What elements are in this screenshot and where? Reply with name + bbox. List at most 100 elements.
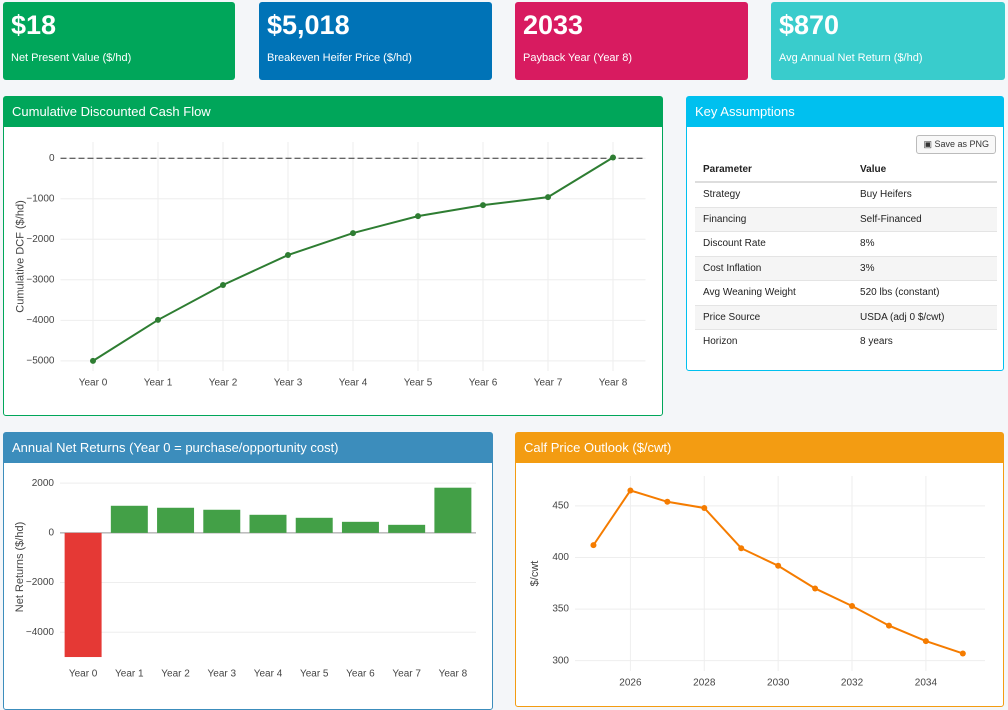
table-cell: USDA (adj 0 $/cwt) <box>852 304 997 330</box>
kpi-box: 2033 Payback Year (Year 8) <box>515 2 748 80</box>
point <box>664 498 671 505</box>
kpi-value: $870 <box>779 10 840 40</box>
save-button[interactable]: ▣ Save as PNG <box>916 135 996 154</box>
x-tick-label: Year 3 <box>208 669 237 680</box>
table-row: Financing Self-Financed <box>695 206 997 232</box>
bar <box>295 517 333 533</box>
table-cell: Cost Inflation <box>695 255 853 281</box>
table-cell: Avg Weaning Weight <box>695 280 853 305</box>
kpi-label: Net Present Value ($/hd) <box>11 52 132 64</box>
kpi-value: 2033 <box>523 10 584 40</box>
point <box>480 202 486 209</box>
x-tick-label: Year 1 <box>115 669 144 680</box>
panel: Key Assumptions ▣ Save as PNG Parameter V… <box>686 96 1004 371</box>
y-tick-label: −2000 <box>26 234 55 245</box>
bar <box>110 505 148 533</box>
point <box>220 281 226 288</box>
x-tick-label: Year 5 <box>300 669 329 680</box>
y-axis-title: $/cwt <box>529 561 541 587</box>
y-tick-label: 350 <box>552 604 569 615</box>
table-cell: Buy Heifers <box>852 181 997 207</box>
y-tick-label: −5000 <box>26 356 55 367</box>
point <box>350 230 356 237</box>
x-tick-label: Year 7 <box>392 669 421 680</box>
point <box>812 585 819 592</box>
point <box>775 562 782 569</box>
point <box>545 194 551 201</box>
bar <box>64 532 102 658</box>
point <box>922 638 929 645</box>
point <box>155 316 161 323</box>
x-tick-label: 2032 <box>841 678 864 689</box>
x-tick-label: Year 2 <box>161 669 190 680</box>
bar <box>388 524 426 533</box>
bar <box>434 487 472 533</box>
table-cell: Price Source <box>695 304 853 330</box>
y-tick-label: −3000 <box>26 274 55 285</box>
bar <box>341 521 379 533</box>
table-row: Discount Rate 8% <box>695 231 997 256</box>
panel-title: Key Assumptions <box>687 97 1003 127</box>
table-row: Strategy Buy Heifers <box>695 181 997 207</box>
point <box>590 542 597 549</box>
y-tick-label: 400 <box>552 552 569 563</box>
table-row: Avg Weaning Weight 520 lbs (constant) <box>695 280 997 305</box>
kpi-label: Payback Year (Year 8) <box>523 52 633 64</box>
table-cell: Strategy <box>695 181 853 207</box>
button-label[interactable]: Save as PNG <box>934 139 989 149</box>
table-cell: 3% <box>852 255 997 281</box>
kpi-box: $5,018 Breakeven Heifer Price ($/hd) <box>259 2 492 80</box>
y-tick-label: 300 <box>552 655 569 666</box>
table-cell: Discount Rate <box>695 231 853 256</box>
x-tick-label: Year 4 <box>339 378 368 389</box>
x-tick-label: Year 2 <box>209 378 238 389</box>
point <box>738 545 745 552</box>
x-tick-label: 2026 <box>619 678 642 689</box>
x-tick-label: Year 1 <box>144 378 173 389</box>
column-header: Value <box>852 157 997 183</box>
table-row: Cost Inflation 3% <box>695 255 997 281</box>
y-tick-label: 450 <box>552 501 569 512</box>
table-row: Horizon 8 years <box>695 329 997 354</box>
table-cell: 8 years <box>852 329 997 354</box>
y-tick-label: −2000 <box>26 577 55 588</box>
kpi-label: Breakeven Heifer Price ($/hd) <box>267 52 412 64</box>
point <box>885 622 892 629</box>
y-axis-title: Cumulative DCF ($/hd) <box>14 200 26 312</box>
x-tick-label: Year 7 <box>534 378 563 389</box>
table-cell: Horizon <box>695 329 853 354</box>
assumptions-table: Parameter Value Strategy Buy Heifers Financi… <box>695 157 997 354</box>
point <box>90 357 96 364</box>
bar <box>249 514 287 533</box>
x-tick-label: Year 5 <box>404 378 433 389</box>
y-tick-label: −1000 <box>26 193 55 204</box>
point <box>701 504 708 511</box>
x-tick-label: Year 6 <box>469 378 498 389</box>
x-tick-label: 2028 <box>693 678 716 689</box>
table-header: Parameter Value <box>695 157 997 183</box>
y-tick-label: −4000 <box>26 627 55 638</box>
panel-title: Annual Net Returns (Year 0 = purchase/op… <box>4 433 492 463</box>
kpi-box: $18 Net Present Value ($/hd) <box>3 2 235 80</box>
table-cell: Financing <box>695 206 853 232</box>
x-tick-label: 2034 <box>915 678 938 689</box>
x-tick-label: Year 4 <box>254 669 283 680</box>
y-tick-label: 2000 <box>32 478 55 489</box>
point <box>285 252 291 259</box>
column-header: Parameter <box>695 157 853 183</box>
kpi-box: $870 Avg Annual Net Return ($/hd) <box>771 2 1005 80</box>
panel: Cumulative Discounted Cash Flow <box>3 96 663 416</box>
point <box>610 154 616 161</box>
x-tick-label: Year 8 <box>599 378 628 389</box>
table-cell: 520 lbs (constant) <box>852 280 997 305</box>
kpi-value: $5,018 <box>267 10 350 40</box>
y-tick-label: 0 <box>49 153 55 164</box>
point <box>849 603 856 609</box>
table-cell: 8% <box>852 231 997 256</box>
x-tick-label: Year 6 <box>346 669 375 680</box>
y-tick-label: 0 <box>48 527 54 538</box>
x-tick-label: 2030 <box>767 678 790 689</box>
table-row: Price Source USDA (adj 0 $/cwt) <box>695 304 997 330</box>
kpi-value: $18 <box>11 10 57 40</box>
